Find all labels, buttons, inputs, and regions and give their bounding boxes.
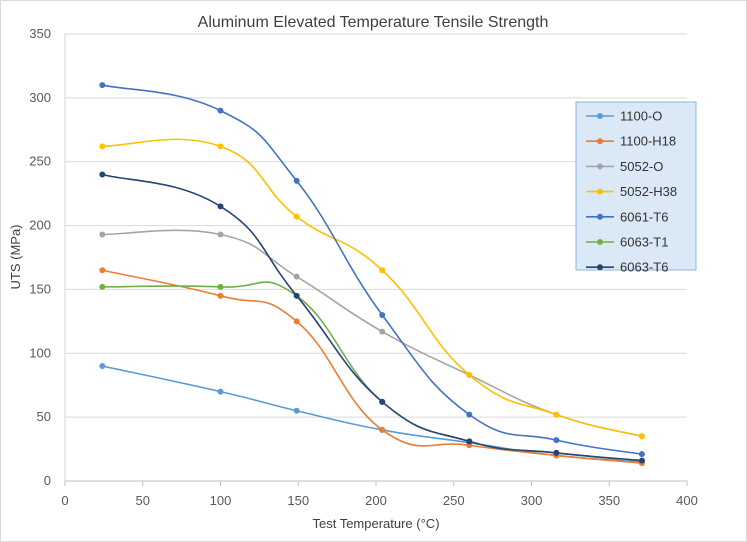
legend-marker-1100-o [597, 113, 603, 119]
data-point-5052-h38 [466, 371, 473, 378]
legend: 1100-O 1100-H18 5052-O 5052-H38 6061-T6 6063-… [575, 101, 697, 275]
data-point-1100-h18 [293, 318, 300, 325]
data-point-1100-h18 [379, 426, 386, 433]
x-tick-label: 300 [521, 493, 543, 508]
legend-label-1100-o: 1100-O [620, 109, 662, 124]
x-tick-label: 350 [598, 493, 620, 508]
data-point-1100-h18 [217, 292, 224, 299]
data-point-6063-t6 [293, 292, 300, 299]
data-point-6063-t6 [638, 457, 645, 464]
data-point-1100-o [293, 407, 300, 414]
y-tick-label: 50 [37, 409, 51, 424]
data-point-6063-t6 [217, 203, 224, 210]
data-point-5052-h38 [379, 267, 386, 274]
data-point-6061-t6 [217, 107, 224, 114]
data-point-5052-o [293, 273, 300, 280]
series-line-6063-t6 [102, 173, 642, 462]
legend-marker-6063-t1 [597, 239, 603, 245]
legend-label-5052-o: 5052-O [620, 159, 663, 174]
series-points [99, 82, 645, 467]
legend-marker-1100-h18 [597, 138, 603, 145]
data-point-6063-t6 [466, 438, 473, 445]
series-line-6061-t6 [102, 84, 643, 455]
legend-label-5052-h38: 5052-H38 [620, 184, 677, 199]
y-tick-label: 100 [29, 345, 51, 360]
y-tick-label: 200 [29, 218, 51, 233]
data-point-5052-o [99, 231, 106, 238]
data-point-6061-t6 [553, 437, 560, 444]
x-tick-label: 400 [676, 493, 698, 508]
data-point-6063-t6 [553, 449, 560, 456]
y-tick-label: 300 [29, 90, 51, 105]
axes: 0 50 100 150 200 250 300 350 0 50 100 150 200 250 300 3… [29, 26, 698, 508]
data-point-6061-t6 [293, 177, 300, 184]
data-point-6061-t6 [379, 311, 386, 318]
data-point-6063-t1 [99, 283, 106, 290]
series-line-1100-o [102, 365, 642, 463]
x-tick-label: 100 [210, 493, 232, 508]
legend-marker-5052-o [597, 163, 603, 170]
legend-label-6061-t6: 6061-T6 [620, 209, 668, 224]
x-tick-label: 50 [136, 493, 150, 508]
data-point-5052-h38 [99, 143, 106, 150]
data-point-6063-t6 [379, 398, 386, 405]
legend-marker-5052-h38 [597, 188, 603, 195]
series-line-6063-t1 [102, 281, 642, 462]
legend-marker-6061-t6 [597, 213, 603, 220]
legend-label-6063-t1: 6063-T1 [620, 235, 668, 250]
x-tick-label: 150 [287, 493, 309, 508]
data-point-6063-t1 [217, 283, 224, 290]
x-tick-label: 250 [443, 493, 465, 508]
y-tick-label: 0 [44, 473, 51, 488]
data-point-6063-t6 [99, 171, 106, 178]
data-point-5052-h38 [293, 213, 300, 220]
legend-label-6063-t6: 6063-T6 [620, 260, 668, 275]
data-point-6061-t6 [466, 411, 473, 418]
y-tick-label: 150 [29, 281, 51, 296]
data-point-1100-o [99, 363, 106, 370]
data-point-1100-h18 [99, 267, 106, 274]
data-point-5052-o [379, 328, 386, 335]
x-axis-title: Test Temperature (°C) [312, 516, 439, 531]
y-tick-label: 350 [29, 26, 51, 41]
data-point-6061-t6 [99, 82, 106, 89]
y-axis-title: UTS (MPa) [8, 225, 23, 290]
gridlines [65, 33, 687, 482]
legend-label-1100-h18: 1100-H18 [620, 134, 676, 149]
x-tick-label: 0 [61, 493, 68, 508]
x-tick-label: 200 [365, 493, 387, 508]
y-tick-label: 250 [29, 154, 51, 169]
data-point-6061-t6 [638, 451, 645, 458]
data-point-5052-h38 [217, 143, 224, 150]
legend-marker-6063-t6 [597, 264, 603, 271]
series-lines [102, 84, 643, 464]
data-point-1100-o [217, 388, 224, 395]
data-point-5052-o [217, 231, 224, 238]
chart-title: Aluminum Elevated Temperature Tensile St… [198, 14, 549, 31]
data-point-5052-h38 [638, 433, 645, 440]
data-point-5052-h38 [553, 411, 560, 418]
